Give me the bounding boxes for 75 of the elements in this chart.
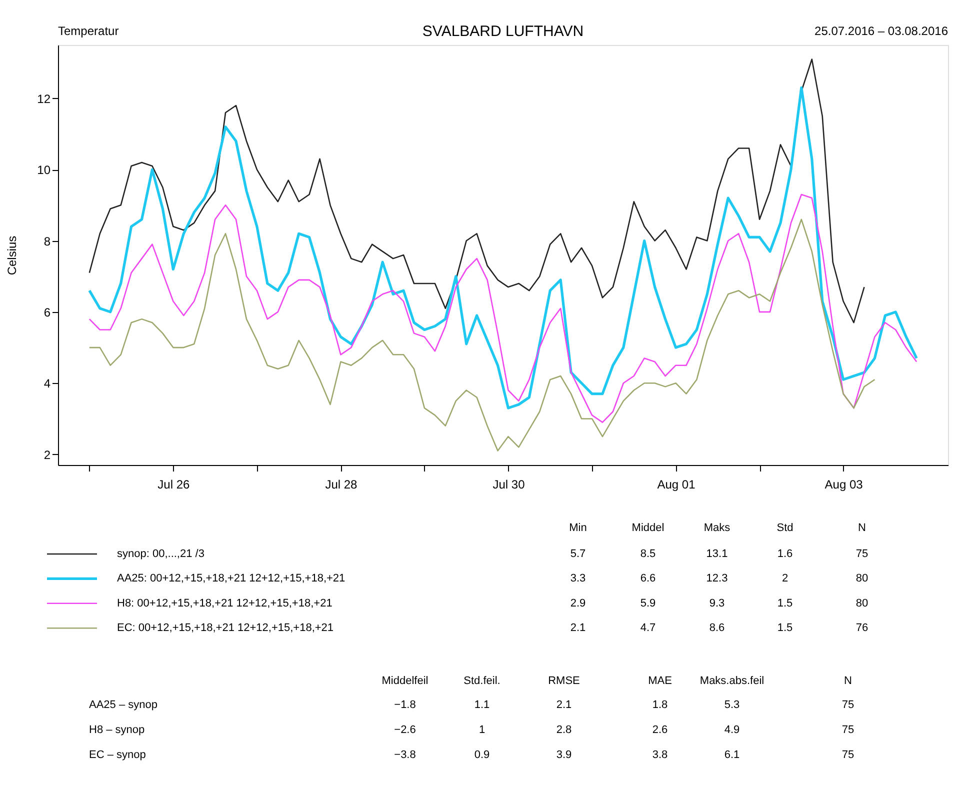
chart-subtitle: 25.07.2016 – 03.08.2016 xyxy=(814,24,948,38)
text: N xyxy=(844,675,852,687)
text: 12.3 xyxy=(706,572,728,585)
text: 1.5 xyxy=(777,622,793,634)
text: 1.8 xyxy=(652,699,668,711)
text: 13.1 xyxy=(706,548,728,560)
text: RMSE xyxy=(548,675,580,687)
text: 9.3 xyxy=(709,597,725,610)
text: 6.6 xyxy=(640,572,656,585)
line-series xyxy=(88,58,865,324)
text: 80 xyxy=(856,597,868,610)
legend-label: EC: 00+12,+15,+18,+21 12+12,+15,+18,+21 xyxy=(117,622,334,634)
text: Middel xyxy=(632,522,664,534)
text: 1.1 xyxy=(474,699,490,711)
text: 3.3 xyxy=(570,572,586,585)
text: H8 – synop xyxy=(89,724,145,736)
y-tick-label: 12 xyxy=(37,92,51,106)
text: 76 xyxy=(856,622,868,634)
text: Min xyxy=(569,522,587,534)
text: 2 xyxy=(782,572,788,585)
text: 5.3 xyxy=(724,699,740,711)
text: 2.9 xyxy=(570,597,586,610)
x-tick-label: Jul 28 xyxy=(325,478,358,492)
text: 4.7 xyxy=(640,622,656,634)
text: 5.7 xyxy=(570,548,586,560)
text: MAE xyxy=(648,675,672,687)
text: Middelfeil xyxy=(382,675,428,687)
text: 3.9 xyxy=(556,749,572,761)
text: 4.9 xyxy=(724,724,740,736)
text: EC – synop xyxy=(89,749,146,761)
y-tick-label: 4 xyxy=(44,376,51,391)
text: Maks xyxy=(704,522,731,534)
text: Std.feil. xyxy=(464,675,500,687)
text: 5.9 xyxy=(640,597,656,610)
x-tick-label: Jul 30 xyxy=(492,478,526,492)
text: 75 xyxy=(842,699,854,711)
text: Temperatur xyxy=(58,24,119,38)
text: 0.9 xyxy=(474,749,490,761)
x-tick-label: Jul 26 xyxy=(158,478,190,492)
y-tick-label: 6 xyxy=(44,305,51,320)
y-axis-title: Celsius xyxy=(5,236,20,276)
text: 8.6 xyxy=(709,622,725,634)
text: 8.5 xyxy=(640,548,656,560)
legend-label: AA25: 00+12,+15,+18,+21 12+12,+15,+18,+21 xyxy=(117,572,346,585)
text: 3.8 xyxy=(652,749,668,761)
text: AA25 – synop xyxy=(89,699,158,711)
line-series xyxy=(88,194,918,423)
text: Std xyxy=(776,522,794,534)
text: 2.1 xyxy=(570,622,586,634)
text: Maks.abs.feil xyxy=(700,675,764,687)
y-tick-label: 10 xyxy=(37,163,51,178)
text: 1 xyxy=(478,724,486,736)
y-tick-label: 2 xyxy=(44,448,51,462)
chart-title: SVALBARD LUFTHAVN xyxy=(422,23,584,40)
text: 75 xyxy=(856,548,868,560)
text: 2.8 xyxy=(556,724,572,736)
text: 75 xyxy=(842,724,854,736)
text: 1.5 xyxy=(777,597,793,610)
text: 6.1 xyxy=(724,749,740,761)
x-tick-label: Aug 01 xyxy=(657,478,696,492)
text: 80 xyxy=(856,572,868,585)
legend-label: H8: 00+12,+15,+18,+21 12+12,+15,+18,+21 xyxy=(117,597,332,610)
text: 2.1 xyxy=(556,699,572,711)
text: −1.8 xyxy=(394,699,416,711)
text: 75 xyxy=(842,749,854,761)
y-tick-label: 8 xyxy=(44,234,51,248)
line-series xyxy=(88,218,876,452)
legend-label: synop: 00,...,21 /3 xyxy=(117,548,204,560)
text: −2.6 xyxy=(394,724,416,736)
x-tick-label: Aug 03 xyxy=(824,478,864,492)
text: 2.6 xyxy=(652,724,668,736)
text: 1.6 xyxy=(777,548,793,560)
text: N xyxy=(858,522,866,534)
text: −3.8 xyxy=(394,749,416,761)
line-series xyxy=(88,86,918,410)
